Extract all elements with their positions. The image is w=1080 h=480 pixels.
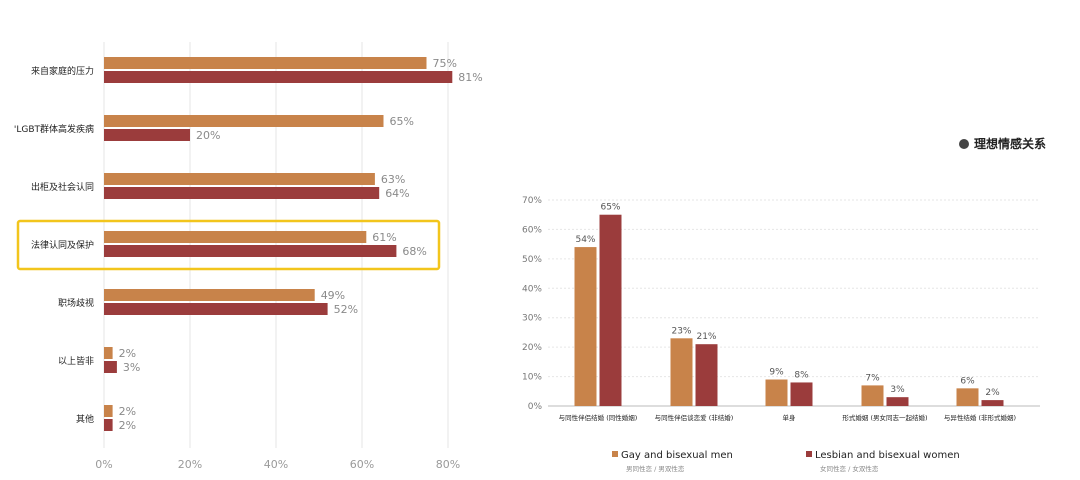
category-label: 形式婚姻 (男女同志一起结婚) — [842, 413, 927, 422]
bar-series-2 — [104, 187, 380, 199]
bar-women — [599, 214, 622, 406]
legend-sublabel: 男同性恋 / 男双性恋 — [626, 464, 685, 473]
legend-label: Gay and bisexual men — [621, 450, 733, 461]
x-tick-label: 0% — [95, 458, 112, 471]
y-tick-label: 20% — [522, 343, 542, 353]
bar-series-1 — [104, 289, 315, 301]
bar-women — [981, 400, 1004, 406]
value-label: 6% — [960, 376, 975, 386]
chart-title: 理想情感关系 — [974, 136, 1046, 151]
bar-series-2 — [104, 419, 113, 431]
bar-men — [861, 385, 884, 406]
x-tick-label: 60% — [350, 458, 374, 471]
value-label: 20% — [196, 129, 220, 142]
category-label: 出柜及社会认同 — [31, 181, 94, 193]
category-label: 'LGBT群体高发疾病 — [14, 123, 94, 135]
bar-series-2 — [104, 129, 190, 141]
y-tick-label: 60% — [522, 225, 542, 235]
highlight-box — [16, 219, 441, 271]
category-label: 与同性伴侣结婚 (同性婚姻) — [559, 413, 638, 422]
value-label: 52% — [334, 303, 358, 316]
bar-series-1 — [104, 347, 113, 359]
title-bullet-icon — [959, 139, 969, 149]
y-tick-label: 70% — [522, 196, 542, 206]
legend-sublabel: 女同性恋 / 女双性恋 — [820, 464, 879, 473]
x-tick-label: 80% — [436, 458, 460, 471]
bar-men — [574, 247, 597, 406]
value-label: 23% — [671, 326, 691, 336]
bar-series-1 — [104, 115, 384, 127]
y-tick-label: 30% — [522, 314, 542, 324]
category-label: 法律认同及保护 — [31, 239, 94, 251]
left-bar-chart: 0% 20% 40% 60% 80% 来自家庭的压力 75%81% 'LGBT群体高发疾病 65… — [14, 42, 483, 471]
value-label: 2% — [119, 347, 136, 360]
bar-women — [695, 344, 718, 406]
value-label: 61% — [372, 231, 396, 244]
category-label: 以上皆非 — [58, 355, 94, 367]
value-label: 49% — [321, 289, 345, 302]
bar-series-1 — [104, 231, 367, 243]
right-bar-chart: 理想情感关系 0% 10% 20% 30% 40% 50% 60% 70% 54% 65% 与同性伴侣… — [522, 136, 1046, 473]
bar-series-2 — [104, 361, 117, 373]
value-label: 65% — [600, 203, 620, 213]
legend-swatch — [806, 451, 812, 457]
value-label: 63% — [381, 173, 405, 186]
value-label: 3% — [123, 361, 140, 374]
bar-series-1 — [104, 57, 427, 69]
bar-series-2 — [104, 71, 453, 83]
bar-series-1 — [104, 173, 375, 185]
value-label: 2% — [985, 388, 1000, 398]
category-label: 来自家庭的压力 — [31, 65, 94, 77]
category-label: 职场歧视 — [58, 297, 94, 309]
bar-men — [765, 379, 788, 406]
value-label: 3% — [890, 385, 905, 395]
category-label: 与同性伴侣谈恋爱 (非结婚) — [655, 413, 734, 422]
value-label: 65% — [390, 115, 414, 128]
value-label: 68% — [402, 245, 426, 258]
y-tick-label: 10% — [522, 373, 542, 383]
value-label: 7% — [865, 373, 880, 383]
bar-women — [886, 397, 909, 406]
legend-label: Lesbian and bisexual women — [815, 450, 960, 461]
value-label: 2% — [119, 405, 136, 418]
value-label: 81% — [458, 71, 482, 84]
bar-women — [790, 382, 813, 406]
value-label: 54% — [575, 235, 595, 245]
y-tick-label: 50% — [522, 255, 542, 265]
value-label: 21% — [696, 332, 716, 342]
bar-men — [956, 388, 979, 406]
y-tick-label: 40% — [522, 284, 542, 294]
x-tick-label: 20% — [178, 458, 202, 471]
bar-men — [670, 338, 693, 406]
value-label: 2% — [119, 419, 136, 432]
category-label: 与异性结婚 (非形式婚姻) — [944, 413, 1016, 422]
value-label: 9% — [769, 368, 784, 378]
value-label: 75% — [433, 57, 457, 70]
value-label: 64% — [385, 187, 409, 200]
x-tick-label: 40% — [264, 458, 288, 471]
category-label: 其他 — [76, 413, 94, 425]
bar-series-2 — [104, 245, 397, 257]
bar-series-1 — [104, 405, 113, 417]
value-label: 8% — [794, 370, 809, 380]
bar-series-2 — [104, 303, 328, 315]
y-tick-label: 0% — [528, 402, 543, 412]
legend-swatch — [612, 451, 618, 457]
category-label: 单身 — [783, 413, 797, 422]
